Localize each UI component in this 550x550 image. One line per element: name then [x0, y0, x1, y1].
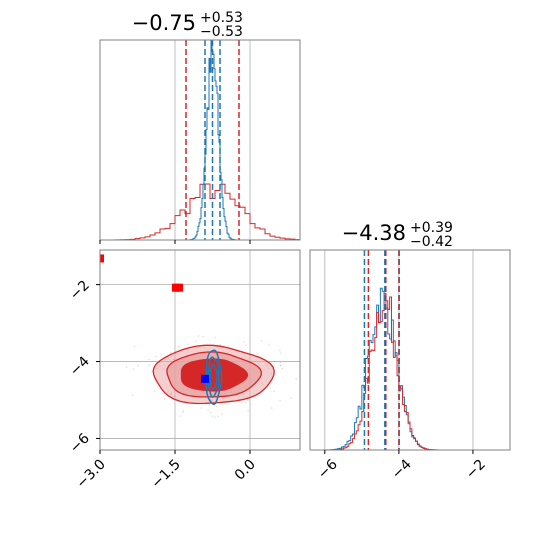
scatter-point	[217, 415, 219, 418]
y-axis-param-2-labels: −6 −4 −2	[67, 278, 93, 457]
scatter-point	[148, 364, 151, 367]
hist-param-2-content	[310, 250, 510, 450]
scatter-point	[279, 364, 282, 367]
scatter-point	[270, 407, 273, 409]
y-tick-label: −2	[67, 278, 93, 304]
scatter-point	[219, 343, 221, 346]
hist-param-1-frame	[99, 39, 301, 241]
scatter-point	[169, 351, 172, 354]
scatter-point	[132, 368, 135, 371]
marker-red	[175, 283, 183, 292]
contour-series-a	[209, 363, 218, 390]
scatter-point	[177, 345, 180, 348]
scatter-point	[295, 378, 297, 381]
hist-param-1-panel	[99, 39, 301, 244]
title-param-1-plus: +0.53	[200, 10, 243, 26]
hist-param-2-panel	[309, 249, 511, 454]
scatter-point	[305, 363, 307, 365]
scatter-point	[214, 416, 216, 418]
scatter-point	[147, 358, 150, 361]
joint-panel	[96, 249, 308, 454]
scatter-point	[163, 397, 166, 400]
scatter-point	[306, 388, 308, 390]
x-tick-label: −1.5	[148, 457, 183, 492]
scatter-point	[131, 394, 134, 397]
x-axis-param-2-labels: −6 −4 −2	[315, 456, 489, 482]
scatter-point	[290, 397, 292, 399]
scatter-point	[260, 339, 263, 342]
title-param-1-minus: −0.53	[200, 24, 243, 40]
x-tick-label: −2	[463, 457, 489, 483]
scatter-point	[256, 352, 259, 355]
marker-red	[100, 254, 104, 263]
scatter-point	[221, 413, 223, 416]
scatter-point	[125, 366, 128, 368]
scatter-point	[211, 415, 214, 418]
scatter-point	[194, 340, 197, 342]
title-param-1-median: −0.75	[132, 11, 196, 35]
title-param-2-minus: −0.42	[410, 234, 453, 250]
title-param-1: −0.75 +0.53 −0.53	[132, 10, 243, 40]
scatter-point	[279, 364, 282, 367]
scatter-point	[153, 390, 156, 392]
scatter-point	[279, 349, 281, 352]
x-tick-label: −4	[389, 456, 415, 482]
scatter-point	[209, 411, 212, 414]
scatter-point	[200, 407, 203, 409]
x-tick-label: −6	[315, 456, 341, 482]
x-tick-label: 0.0	[232, 457, 259, 484]
hist-param-1-grid	[99, 40, 251, 240]
scatter-point	[245, 344, 247, 346]
scatter-point	[269, 387, 271, 389]
scatter-point	[151, 370, 153, 373]
scatter-point	[182, 410, 185, 412]
scatter-point	[208, 404, 211, 406]
scatter-point	[179, 415, 182, 417]
scatter-point	[133, 345, 136, 348]
histogram-series-a	[310, 287, 510, 450]
scatter-point	[281, 367, 283, 370]
title-param-2: −4.38 +0.39 −0.42	[342, 220, 453, 250]
scatter-point	[243, 341, 245, 343]
scatter-point	[273, 361, 276, 363]
joint-frame	[99, 249, 301, 451]
scatter-point	[179, 346, 181, 348]
hist-param-2-ticks	[324, 450, 474, 454]
x-tick-label: −3.0	[73, 457, 108, 492]
scatter-point	[247, 399, 249, 401]
histogram-series-b	[310, 293, 510, 450]
joint-ticks	[96, 284, 251, 454]
hist-param-1-content	[100, 40, 300, 240]
joint-content	[100, 254, 308, 418]
scatter-point	[215, 405, 218, 408]
scatter-point	[202, 335, 205, 338]
scatter-point	[244, 402, 247, 404]
y-tick-label: −6	[67, 430, 93, 456]
y-tick-label: −4	[67, 353, 93, 379]
marker-blue	[201, 374, 209, 383]
scatter-point	[187, 343, 190, 346]
contour-series-b	[180, 358, 249, 392]
hist-param-2-frame	[309, 249, 511, 451]
scatter-point	[155, 355, 157, 358]
scatter-point	[227, 344, 230, 347]
scatter-point	[207, 409, 209, 411]
scatter-point	[137, 364, 140, 367]
scatter-point	[273, 390, 275, 393]
title-param-2-plus: +0.39	[410, 220, 453, 236]
scatter-point	[181, 411, 184, 414]
scatter-point	[279, 361, 282, 364]
scatter-point	[305, 386, 307, 388]
title-param-2-median: −4.38	[342, 221, 406, 245]
scatter-point	[197, 335, 200, 337]
histogram-series-b	[100, 183, 300, 240]
scatter-point	[279, 399, 281, 402]
scatter-point	[247, 410, 249, 412]
scatter-point	[280, 352, 282, 354]
x-axis-param-1-labels: −3.0 −1.5 0.0	[73, 457, 258, 492]
hist-param-1-ticks	[99, 240, 251, 244]
scatter-point	[268, 344, 270, 346]
scatter-point	[214, 336, 217, 339]
